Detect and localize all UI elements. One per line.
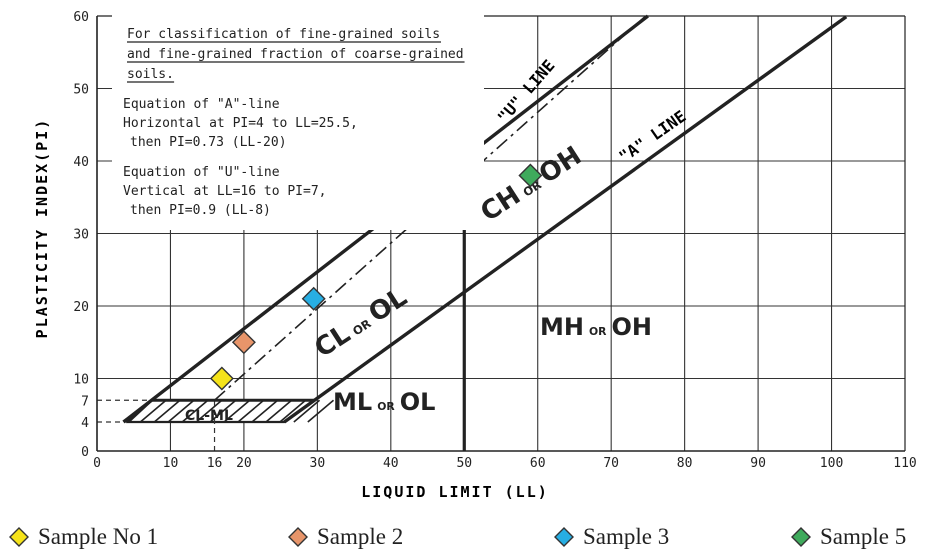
zone-label: CL-ML [185, 408, 233, 424]
legend-label: Sample 3 [583, 524, 670, 549]
legend-diamond-icon [288, 527, 308, 547]
notes-box [112, 14, 484, 230]
y-tick-label: 60 [73, 10, 89, 25]
legend-diamond-icon [9, 527, 29, 547]
zone-label: ML OR OL [333, 388, 435, 416]
hatch-stroke [209, 399, 237, 423]
plasticity-chart: 0 10 16 20 30 40 50 60 70 80 90 100 110 0 4 7 10 20 30 40 5… [33, 10, 917, 501]
x-tick-label: 70 [603, 456, 619, 471]
x-axis-label: LIQUID LIMIT (LL) [361, 483, 549, 501]
sample-marker [518, 163, 543, 188]
hatch-stroke [167, 399, 195, 423]
note-line: then PI=0.73 (LL-20) [130, 135, 287, 150]
x-tick-label: 90 [750, 456, 766, 471]
x-tick-label: 80 [677, 456, 693, 471]
legend-label: Sample 2 [317, 524, 404, 549]
y-tick-label: 0 [81, 445, 89, 460]
hatch-stroke [153, 399, 181, 423]
hatch-stroke [251, 399, 279, 423]
legend-item-sample-2: Sample 2 [287, 524, 403, 550]
y-axis-label: PLASTICITY INDEX(PI) [33, 118, 51, 339]
hatch-stroke [293, 399, 321, 423]
x-tick-label: 60 [530, 456, 546, 471]
note-line: Horizontal at PI=4 to LL=25.5, [123, 116, 358, 131]
y-tick-label: 20 [73, 300, 89, 315]
sample-marker [231, 330, 256, 355]
note-line: For classification of fine-grained soils [127, 27, 440, 42]
x-tick-label: 100 [820, 456, 843, 471]
legend-item-sample-5: Sample 5 [790, 524, 906, 550]
hatch-stroke [265, 399, 293, 423]
y-tick-label: 30 [73, 228, 89, 243]
hatch-stroke [139, 399, 167, 423]
x-tick-label: 0 [93, 456, 101, 471]
x-tick-label: 16 [207, 456, 223, 471]
y-tick-label: 10 [73, 373, 89, 388]
hatch-stroke [181, 399, 209, 423]
zone-label: MH OR OH [540, 313, 652, 341]
note-line: Equation of "A"-line [123, 97, 280, 112]
x-tick-label: 30 [310, 456, 326, 471]
y-tick-label: 50 [73, 83, 89, 98]
note-line: then PI=0.9 (LL-8) [130, 203, 271, 218]
hatch-stroke [195, 399, 223, 423]
legend-label: Sample No 1 [38, 524, 159, 549]
a-line [283, 15, 848, 424]
legend-item-sample-3: Sample 3 [553, 524, 669, 550]
legend-label: Sample 5 [820, 524, 907, 549]
sample-markers [209, 163, 543, 391]
hatch-stroke [279, 399, 307, 423]
x-tick-label: 40 [383, 456, 399, 471]
sample-marker [301, 286, 326, 311]
hatch-stroke [223, 399, 251, 423]
zone-label: CLOROL [309, 282, 412, 363]
legend: Sample No 1 Sample 2 Sample 3 Sample 5 [0, 520, 945, 559]
note-line: Vertical at LL=16 to PI=7, [123, 184, 327, 199]
hatch-stroke [237, 399, 265, 423]
x-tick-label: 50 [456, 456, 472, 471]
y-tick-label: 7 [81, 394, 89, 409]
legend-diamond-icon [554, 527, 574, 547]
legend-diamond-icon [791, 527, 811, 547]
hatch-stroke [307, 399, 335, 423]
legend-item-sample-1: Sample No 1 [8, 524, 158, 550]
y-tick-label: 40 [73, 155, 89, 170]
note-line: and fine-grained fraction of coarse-grai… [127, 47, 464, 62]
x-tick-label: 10 [163, 456, 179, 471]
x-tick-label: 110 [893, 456, 916, 471]
sample-marker [209, 366, 234, 391]
x-tick-label: 20 [236, 456, 252, 471]
y-tick-label: 4 [81, 416, 89, 431]
classification-notes: For classification of fine-grained soils… [123, 27, 465, 218]
x-tick-labels: 0 10 16 20 30 40 50 60 70 80 90 100 110 [93, 456, 917, 471]
note-line: soils. [127, 67, 174, 82]
y-tick-labels: 0 4 7 10 20 30 40 50 60 [73, 10, 89, 460]
note-line: Equation of "U"-line [123, 165, 280, 180]
